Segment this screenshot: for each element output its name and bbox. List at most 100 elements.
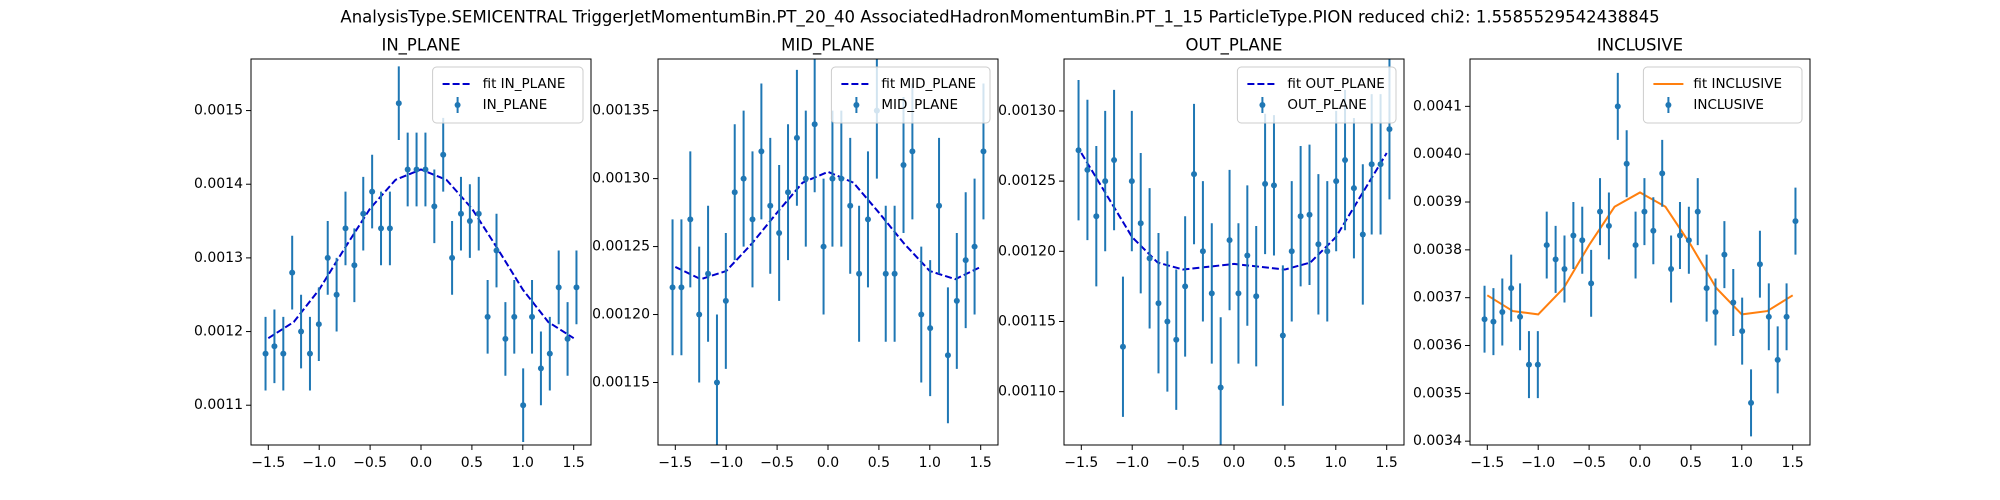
y-tick-label: 0.00130: [592, 171, 650, 187]
data-point: [1119, 343, 1126, 350]
x-tick-label: −1.5: [1064, 455, 1098, 471]
data-point: [1739, 328, 1746, 335]
data-point: [511, 313, 518, 320]
y-tick-label: 0.0035: [1413, 385, 1462, 401]
subplot: OUT_PLANE −1.5 −1.0 −0.5 0.0 0.5 1.0 1.5 0.00110…: [998, 36, 1405, 471]
y-tick-label: 0.00120: [998, 243, 1056, 259]
data-point: [962, 257, 969, 264]
data-point: [1306, 211, 1313, 218]
data-point: [669, 284, 676, 291]
data-point: [449, 254, 456, 261]
data-point: [1641, 208, 1648, 215]
legend-box: [1642, 66, 1803, 124]
data-point: [936, 202, 943, 209]
data-point: [1111, 157, 1118, 164]
data-point: [758, 148, 765, 155]
data-point: [342, 225, 349, 232]
plot-area: [1481, 72, 1799, 437]
legend-label: fit INCLUSIVE: [1693, 76, 1782, 92]
data-point: [1217, 384, 1224, 391]
data-point: [475, 210, 482, 217]
data-point: [315, 321, 322, 328]
data-point: [537, 365, 544, 372]
data-point: [1315, 241, 1322, 248]
data-point: [378, 225, 385, 232]
x-tick-label: −0.5: [760, 455, 794, 471]
plot-area: [1075, 59, 1393, 445]
data-point: [493, 247, 500, 254]
data-point: [280, 350, 287, 357]
data-point: [909, 148, 916, 155]
legend-label: IN_PLANE: [483, 97, 548, 113]
subplot-title: OUT_PLANE: [1186, 36, 1283, 56]
x-tick-label: −1.0: [1521, 455, 1555, 471]
fit-line: [674, 170, 982, 281]
y-tick-label: 0.0040: [1413, 146, 1462, 162]
x-tick-label: −1.5: [658, 455, 692, 471]
data-point: [1075, 147, 1082, 154]
legend-label: fit MID_PLANE: [881, 76, 976, 92]
data-point: [306, 350, 313, 357]
y-tick-label: 0.00125: [592, 239, 650, 255]
y-tick-label: 0.0015: [194, 103, 243, 119]
data-point: [918, 311, 925, 318]
axes-frame: [1469, 58, 1811, 446]
x-tick-label: 1.5: [563, 455, 585, 471]
data-point: [1342, 157, 1349, 164]
data-point: [838, 175, 845, 182]
plot-area: [262, 66, 580, 443]
data-point: [900, 162, 907, 169]
data-point: [1694, 208, 1701, 215]
data-point: [1235, 290, 1242, 297]
data-point: [1297, 213, 1304, 220]
data-point: [298, 328, 305, 335]
data-point: [731, 189, 738, 196]
x-tick-label: 1.0: [1731, 455, 1753, 471]
data-point: [1490, 318, 1497, 325]
data-point: [1191, 171, 1198, 178]
data-point: [1270, 182, 1277, 189]
x-tick-label: 0.5: [1274, 455, 1296, 471]
y-tick-label: 0.0041: [1413, 98, 1462, 114]
data-point: [1359, 231, 1366, 238]
subplot-title: MID_PLANE: [781, 36, 875, 56]
data-point: [1137, 220, 1144, 227]
data-point: [520, 402, 527, 409]
data-point: [1561, 265, 1568, 272]
y-tick-label: 0.0012: [194, 324, 243, 340]
x-tick-label: 0.0: [1629, 455, 1651, 471]
x-tick-label: 1.0: [1325, 455, 1347, 471]
data-point: [1730, 299, 1737, 306]
y-tick-label: 0.00135: [592, 103, 650, 119]
data-point: [829, 175, 836, 182]
data-point: [271, 343, 278, 350]
data-point: [1244, 252, 1251, 259]
y-tick-label: 0.0013: [194, 250, 243, 266]
data-point: [360, 210, 367, 217]
data-point: [484, 313, 491, 320]
x-tick-label: 0.5: [868, 455, 890, 471]
data-point: [324, 254, 331, 261]
fit-line: [1080, 152, 1388, 271]
data-point: [1262, 180, 1269, 187]
x-tick-label: 1.5: [970, 455, 992, 471]
data-point: [333, 291, 340, 298]
data-point: [767, 202, 774, 209]
data-point: [431, 203, 438, 210]
data-point: [1659, 170, 1666, 177]
data-point: [440, 151, 447, 158]
data-point: [1208, 290, 1215, 297]
data-point: [1570, 232, 1577, 239]
data-point: [1748, 399, 1755, 406]
data-point: [1774, 356, 1781, 363]
legend-label: fit OUT_PLANE: [1287, 76, 1384, 92]
data-point: [1650, 227, 1657, 234]
data-point: [1517, 313, 1524, 320]
data-point: [1703, 285, 1710, 292]
legend-label: MID_PLANE: [881, 97, 958, 113]
data-point: [1783, 313, 1790, 320]
x-tick-label: −0.5: [1166, 455, 1200, 471]
data-point: [1712, 309, 1719, 316]
data-point: [529, 313, 536, 320]
